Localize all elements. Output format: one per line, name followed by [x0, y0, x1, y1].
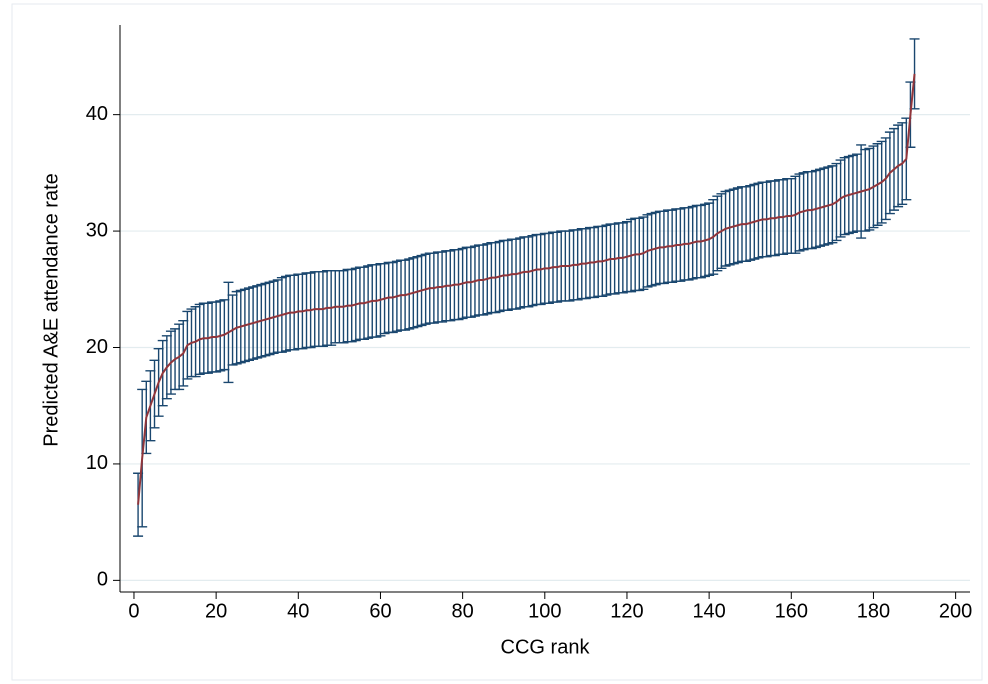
- x-tick-label: 180: [857, 600, 890, 622]
- x-tick-label: 80: [452, 600, 474, 622]
- x-tick-label: 100: [528, 600, 561, 622]
- x-tick-label: 0: [128, 600, 139, 622]
- x-tick-label: 60: [369, 600, 391, 622]
- x-tick-label: 160: [775, 600, 808, 622]
- frame: [11, 3, 983, 681]
- x-tick-label: 40: [287, 600, 309, 622]
- x-tick-label: 200: [939, 600, 972, 622]
- y-tick-label: 40: [86, 103, 108, 125]
- y-tick-label: 10: [86, 452, 108, 474]
- y-tick-label: 0: [97, 569, 108, 591]
- x-tick-label: 20: [205, 600, 227, 622]
- y-axis-label: Predicted A&E attendance rate: [40, 173, 62, 447]
- x-tick-label: 120: [610, 600, 643, 622]
- x-tick-label: 140: [692, 600, 725, 622]
- y-tick-label: 30: [86, 219, 108, 241]
- estimate-line: [137, 73, 916, 505]
- y-tick-label: 20: [86, 336, 108, 358]
- x-axis-label: CCG rank: [501, 636, 591, 658]
